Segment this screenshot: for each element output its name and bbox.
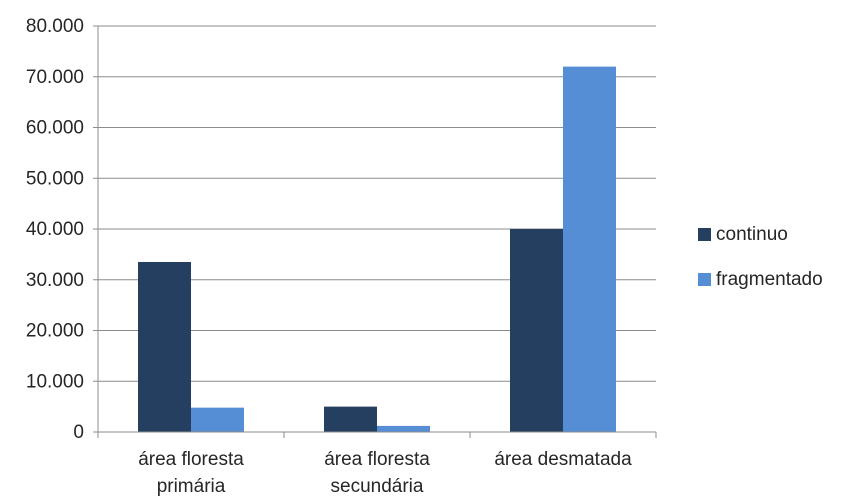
bar-continuo-0	[138, 261, 191, 432]
x-category-label-line: primária	[157, 476, 226, 497]
bar-continuo-2	[510, 229, 563, 432]
x-category-label: área floresta primária	[138, 449, 244, 497]
x-category-label-line: área floresta	[138, 449, 244, 470]
bar-fragmentado-2	[563, 66, 616, 432]
legend-swatch-continuo	[698, 228, 711, 241]
y-tick-label: 50.000	[26, 168, 84, 189]
bar-fragmentado-1	[377, 425, 430, 432]
x-category-label-line: área floresta	[324, 449, 430, 470]
legend-swatch-fragmentado	[698, 273, 711, 286]
x-axis-category-labels: área floresta primária área floresta secund…	[138, 449, 632, 497]
y-tick-label: 80.000	[26, 16, 84, 37]
x-category-label-line: área desmatada	[494, 449, 632, 470]
y-tick-label: 60.000	[26, 118, 84, 139]
bars	[138, 66, 616, 432]
legend-label-fragmentado: fragmentado	[716, 269, 823, 290]
legend: continuo fragmentado	[698, 224, 823, 290]
axes	[93, 25, 657, 438]
legend-label-continuo: continuo	[716, 224, 788, 245]
bar-continuo-1	[324, 406, 377, 432]
y-axis-tick-labels: 0 10.000 20.000 30.000 40.000 50.000 60.000 70.…	[26, 16, 84, 443]
x-category-label: área floresta secundária	[324, 449, 430, 497]
y-tick-label: 20.000	[26, 321, 84, 342]
y-tick-label: 0	[73, 422, 84, 443]
y-tick-label: 40.000	[26, 219, 84, 240]
x-category-label-line: secundária	[331, 476, 424, 497]
x-category-label: área desmatada	[494, 449, 632, 470]
bar-fragmentado-0	[191, 407, 244, 432]
y-tick-label: 70.000	[26, 67, 84, 88]
y-tick-label: 10.000	[26, 371, 84, 392]
y-tick-label: 30.000	[26, 270, 84, 291]
